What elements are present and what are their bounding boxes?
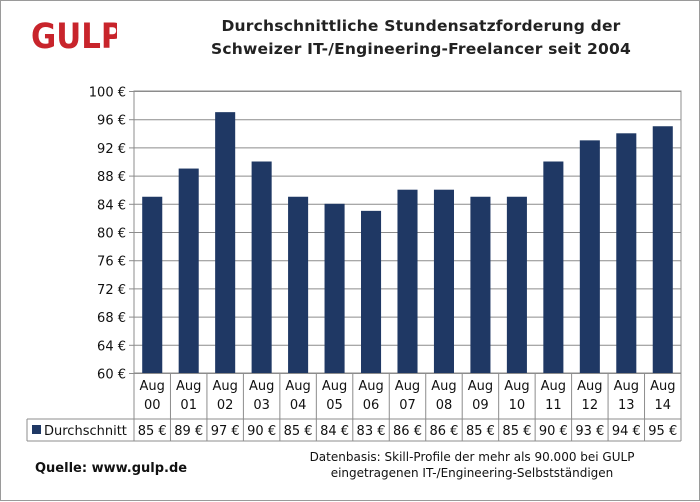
bar (361, 210, 382, 373)
x-tick-label: 11 (545, 398, 562, 413)
database-note-line-1: Datenbasis: Skill-Profile der mehr als 9… (309, 450, 635, 464)
x-tick-label: 07 (399, 398, 416, 413)
x-tick-label: 00 (144, 398, 161, 413)
data-label: 85 € (138, 424, 167, 439)
data-label: 89 € (174, 424, 203, 439)
bar (397, 189, 418, 373)
axis-layer: 60 € 64 € 68 € 72 € 76 € 80 € 84 € 88 € 92 € 96 €… (89, 86, 134, 383)
x-tick-label: Aug (249, 379, 274, 394)
x-tick-label: 09 (472, 398, 489, 413)
x-tick-label: Aug (431, 379, 456, 394)
bar (215, 112, 236, 374)
x-tick-label: 06 (363, 398, 380, 413)
data-label: 86 € (429, 424, 458, 439)
bar (433, 189, 454, 373)
data-label: 85 € (502, 424, 531, 439)
logo-text: GULP (31, 15, 117, 55)
chart-title-line-1: Durchschnittliche Stundensatzforderung d… (221, 17, 621, 35)
bar (543, 161, 564, 373)
bar (579, 140, 600, 373)
x-tick-label: 13 (618, 398, 635, 413)
data-label: 93 € (575, 424, 604, 439)
x-tick-label: 14 (654, 398, 671, 413)
y-tick-label: 72 € (97, 283, 126, 298)
data-label: 85 € (284, 424, 313, 439)
y-tick-label: 64 € (97, 339, 126, 354)
x-tick-label: Aug (504, 379, 529, 394)
data-label: 84 € (320, 424, 349, 439)
source-note: Quelle: www.gulp.de (35, 461, 188, 476)
bar (142, 196, 163, 373)
x-tick-label: 04 (290, 398, 307, 413)
gulp-logo: GULP (31, 15, 117, 55)
y-tick-label: 92 € (97, 142, 126, 157)
bar (652, 126, 673, 373)
y-tick-label: 100 € (89, 86, 126, 101)
data-label: 85 € (466, 424, 495, 439)
bar (324, 203, 345, 373)
bar (616, 133, 637, 373)
x-tick-label: 08 (436, 398, 453, 413)
data-label: 90 € (539, 424, 568, 439)
x-tick-label: 03 (253, 398, 270, 413)
data-label: 94 € (612, 424, 641, 439)
x-tick-label: Aug (577, 379, 602, 394)
data-table: Aug 00 85 € Aug 01 89 € Aug 02 97 € Aug 03 90 € Aug 0… (26, 373, 682, 442)
x-tick-label: 12 (582, 398, 599, 413)
x-tick-label: 02 (217, 398, 234, 413)
y-tick-label: 96 € (97, 114, 126, 129)
data-label: 95 € (648, 424, 677, 439)
x-tick-label: Aug (614, 379, 639, 394)
database-note: Datenbasis: Skill-Profile der mehr als 9… (263, 449, 681, 481)
x-tick-label: Aug (650, 379, 675, 394)
x-tick-label: Aug (285, 379, 310, 394)
data-label: 90 € (247, 424, 276, 439)
bar (470, 196, 491, 373)
database-note-line-2: eingetragenen IT-/Engineering-Selbststän… (330, 466, 614, 480)
bar-layer (142, 112, 673, 374)
y-tick-label: 68 € (97, 311, 126, 326)
x-tick-label: Aug (322, 379, 347, 394)
x-tick-label: Aug (358, 379, 383, 394)
x-tick-label: 10 (509, 398, 526, 413)
y-tick-label: 88 € (97, 170, 126, 185)
legend-key (32, 425, 41, 434)
bar (251, 161, 272, 373)
chart-title: Durchschnittliche Stundensatzforderung d… (151, 15, 691, 61)
chart-title-line-2: Schweizer IT-/Engineering-Freelancer sei… (211, 40, 631, 58)
x-tick-label: Aug (468, 379, 493, 394)
bar (178, 168, 199, 373)
legend-series-name: Durchschnitt (44, 424, 127, 439)
x-tick-label: Aug (212, 379, 237, 394)
bar (506, 196, 527, 373)
data-label: 83 € (357, 424, 386, 439)
x-tick-label: Aug (176, 379, 201, 394)
x-tick-label: 05 (326, 398, 343, 413)
y-tick-label: 76 € (97, 255, 126, 270)
y-tick-label: 60 € (97, 368, 126, 383)
data-label: 86 € (393, 424, 422, 439)
x-tick-label: 01 (180, 398, 197, 413)
bar (288, 196, 309, 373)
x-tick-label: Aug (140, 379, 165, 394)
x-tick-label: Aug (395, 379, 420, 394)
y-tick-label: 84 € (97, 198, 126, 213)
data-label: 97 € (211, 424, 240, 439)
y-tick-label: 80 € (97, 227, 126, 242)
x-tick-label: Aug (541, 379, 566, 394)
